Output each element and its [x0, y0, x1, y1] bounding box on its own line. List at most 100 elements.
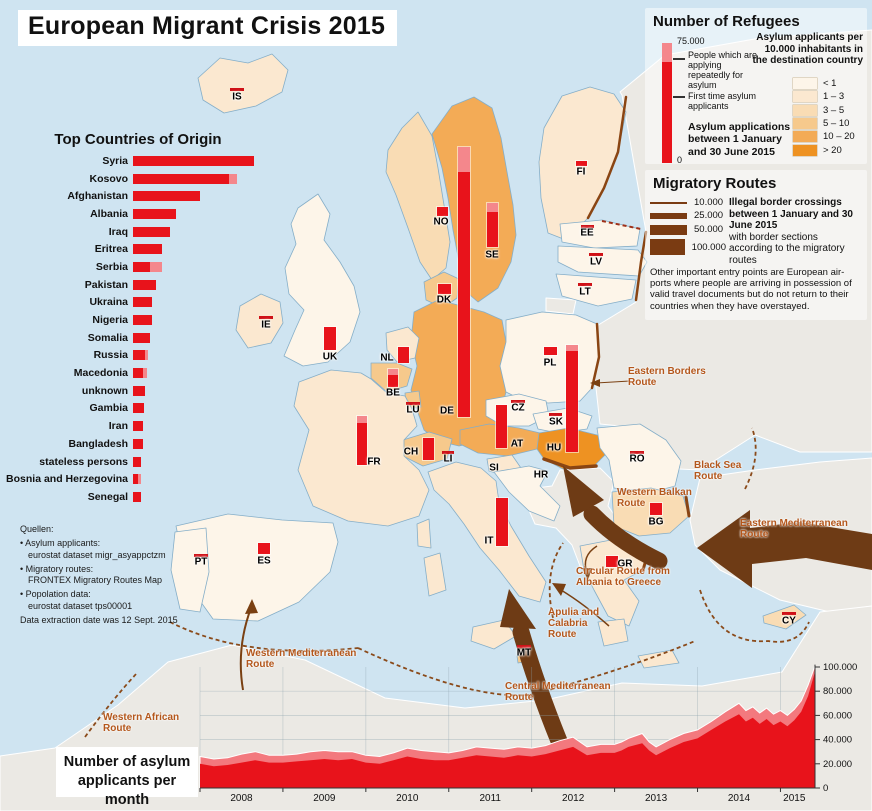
country-label-IT: IT [484, 535, 494, 547]
density-class-row: 3 – 5 [793, 104, 855, 117]
route-label-line: Route [617, 498, 646, 510]
map-tinyvalue-mark-IS [230, 88, 244, 91]
map-bar-NL [398, 347, 409, 363]
origin-country-label: Iraq [108, 225, 128, 238]
country-shape-GR [637, 649, 680, 669]
country-label-LU: LU [406, 404, 420, 416]
sources-block: Quellen: • Asylum applicants: eurostat dat… [20, 524, 212, 626]
country-label-SE: SE [485, 249, 499, 261]
x-year-label: 2015 [783, 793, 806, 804]
country-label-CH: CH [403, 446, 419, 458]
x-year-label: 2011 [479, 793, 501, 804]
route-label-black-sea: Black Sea Route [694, 460, 741, 482]
country-label-RO: RO [629, 453, 645, 465]
origin-bar-firsttime [133, 385, 146, 396]
map-tinyvalue-mark-SK [549, 413, 562, 416]
origin-bar [133, 155, 254, 166]
country-label-LV: LV [589, 256, 603, 268]
country-label-FI: FI [576, 166, 586, 178]
origin-chart-title: Top Countries of Origin [54, 131, 222, 148]
map-bar-CH [423, 438, 434, 460]
origin-bar [133, 244, 162, 255]
country-shape-NO [385, 111, 451, 281]
density-swatch [793, 91, 817, 103]
country-label-SK: SK [549, 416, 563, 428]
origin-row: Macedonia [0, 364, 280, 382]
origin-row: Bangladesh [0, 435, 280, 453]
routes-legend-note: Other important entry points are Europea… [650, 267, 852, 312]
origin-country-label: Nigeria [92, 314, 128, 327]
density-swatch [793, 118, 817, 130]
origin-row: Somalia [0, 329, 280, 347]
country-shape-GR [597, 618, 629, 647]
origin-bar-firsttime [133, 244, 162, 255]
refugees-scale-max: 75.000 [677, 36, 705, 46]
route-label-line: Route [628, 377, 657, 389]
route-label-circular-albania-greece: Circular Route from Albania to Greece [576, 566, 670, 588]
tick-line [673, 58, 685, 60]
map-bar-repeat-segment [487, 203, 498, 212]
density-swatch [793, 78, 817, 90]
origin-country-label: Bosnia and Herzegovina [6, 473, 128, 486]
map-tinyvalue-mark-PT [194, 554, 208, 557]
origin-bar [133, 261, 162, 272]
origin-country-label: stateless persons [39, 455, 128, 468]
country-shape-CY [762, 604, 807, 630]
country-label-DK: DK [436, 294, 452, 306]
x-year-label: 2012 [562, 793, 585, 804]
eu-countries [170, 53, 807, 669]
country-shape-IE [235, 293, 284, 349]
country-label-CZ: CZ [511, 402, 525, 414]
origin-row: Eritrea [0, 240, 280, 258]
map-tinyvalue-mark-LU [406, 402, 420, 405]
origin-bar [133, 191, 200, 202]
map-tinyvalue-mark-CZ [511, 400, 525, 403]
dashed-routes [84, 427, 810, 738]
x-year-label: 2013 [645, 793, 668, 804]
routes-legend-title: Migratory Routes [653, 175, 777, 192]
origin-bar [133, 385, 146, 396]
density-swatch [793, 104, 817, 116]
map-tinyvalue-mark-IE [259, 316, 273, 319]
country-label-CY: CY [782, 615, 796, 627]
refugees-legend-title: Number of Refugees [653, 13, 800, 30]
source-line: • Migratory routes: [20, 563, 94, 574]
origin-row: unknown [0, 382, 280, 400]
origin-row: Iraq [0, 223, 280, 241]
source-line: • Asylum applicants: [20, 538, 101, 549]
origin-bar [133, 368, 147, 379]
map-tinyvalue-mark-LV [589, 253, 603, 256]
route-label-line: Western Mediterranean [246, 648, 357, 659]
route-label-central-mediterranean: Central Mediterranean Route [505, 681, 611, 703]
country-shape-SE [431, 96, 517, 303]
route-label-line: Eastern Borders [628, 366, 706, 377]
country-label-MT: MT [516, 647, 532, 659]
map-bar-SE [487, 203, 498, 247]
country-label-FR: FR [367, 456, 381, 468]
refugees-legend: Number of Refugees 75.000 0 People which… [645, 8, 867, 165]
country-shape-HR [493, 465, 561, 522]
origin-bar-firsttime [133, 438, 143, 449]
origin-row: stateless persons [0, 453, 280, 471]
map-tinyvalue-mark-LT [578, 283, 592, 286]
map-bar-BG [650, 503, 662, 515]
x-year-label: 2014 [728, 793, 751, 804]
route-label-line: Calabria [548, 618, 588, 630]
route-size-row: 50.000 [650, 222, 726, 237]
y-tick-label: 100.000 [823, 662, 857, 673]
map-bar-FI [576, 161, 587, 166]
origin-bar [133, 421, 143, 432]
route-size-row: 10.000 [650, 196, 726, 209]
origin-row: Syria [0, 152, 280, 170]
origin-row: Serbia [0, 258, 280, 276]
origin-country-label: Bangladesh [68, 437, 128, 450]
map-bar-DE [458, 147, 470, 417]
origin-country-label: Syria [102, 154, 128, 167]
origin-bar-firsttime [133, 155, 254, 166]
map-bar-PL [544, 347, 557, 355]
country-label-BE: BE [386, 387, 400, 399]
route-label-line: Albania to Greece [576, 577, 662, 589]
country-label-HU: HU [546, 442, 562, 454]
